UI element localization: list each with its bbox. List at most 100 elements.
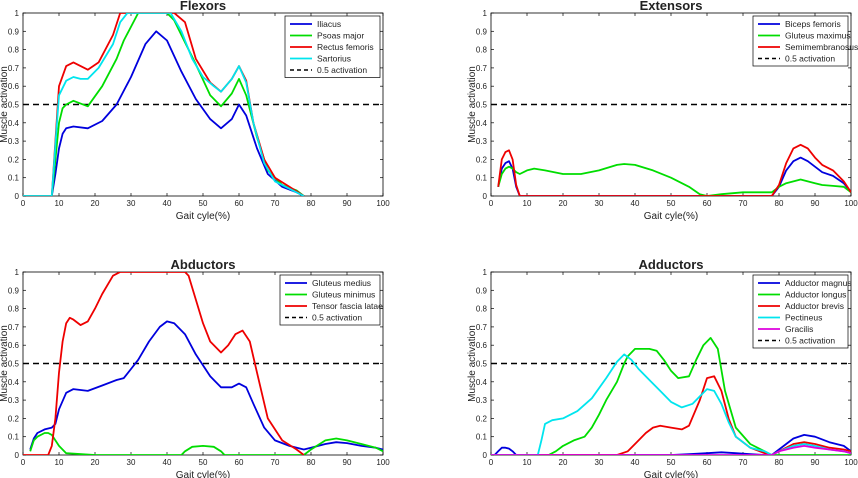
series-line-biceps-femoris xyxy=(497,156,851,196)
x-tick-label: 100 xyxy=(844,458,858,467)
x-tick-label: 80 xyxy=(307,458,316,467)
x-tick-label: 20 xyxy=(91,458,100,467)
legend-label: Sartorius xyxy=(317,54,351,64)
series-line-tensor-fascia-latae xyxy=(23,272,305,455)
y-tick-label: 0 xyxy=(483,451,488,460)
y-tick-label: 0.4 xyxy=(8,378,20,387)
x-tick-label: 20 xyxy=(559,458,568,467)
x-tick-label: 90 xyxy=(343,458,352,467)
x-tick-label: 40 xyxy=(631,199,640,208)
y-tick-label: 0.6 xyxy=(476,341,488,350)
x-tick-label: 80 xyxy=(307,199,316,208)
legend-label: Biceps femoris xyxy=(785,19,841,29)
x-axis-label: Gait cyle(%) xyxy=(176,211,230,222)
chart-title: Flexors xyxy=(180,0,226,13)
x-tick-label: 40 xyxy=(163,199,172,208)
y-tick-label: 0.9 xyxy=(8,286,20,295)
x-tick-label: 90 xyxy=(811,199,820,208)
legend-label: Semimembranosus xyxy=(785,42,858,52)
chart-title: Adductors xyxy=(639,257,704,272)
x-tick-label: 30 xyxy=(127,199,136,208)
legend-label: Rectus femoris xyxy=(317,42,374,52)
series-line-adductor-longus xyxy=(491,336,851,455)
x-tick-label: 40 xyxy=(163,458,172,467)
y-tick-label: 0.7 xyxy=(476,323,488,332)
legend-label: Adductor brevis xyxy=(785,301,844,311)
x-tick-label: 30 xyxy=(127,458,136,467)
y-tick-label: 0.8 xyxy=(8,46,20,55)
x-tick-label: 50 xyxy=(199,199,208,208)
y-tick-label: 0.8 xyxy=(476,46,488,55)
y-tick-label: 0.5 xyxy=(476,101,488,110)
y-tick-label: 0.7 xyxy=(8,323,20,332)
x-tick-label: 20 xyxy=(559,199,568,208)
y-tick-label: 1 xyxy=(15,9,20,18)
legend-label: Pectineus xyxy=(785,313,822,323)
x-tick-label: 60 xyxy=(703,458,712,467)
series-line-iliacus xyxy=(23,30,305,196)
y-tick-label: 0.3 xyxy=(476,396,488,405)
y-tick-label: 0.3 xyxy=(8,137,20,146)
x-tick-label: 100 xyxy=(376,458,390,467)
y-tick-label: 0.7 xyxy=(8,64,20,73)
x-tick-label: 50 xyxy=(667,199,676,208)
x-tick-label: 90 xyxy=(811,458,820,467)
legend-label: Adductor longus xyxy=(785,290,846,300)
legend: Biceps femoris Gluteus maximusSemimembran… xyxy=(752,15,858,67)
x-tick-label: 50 xyxy=(667,458,676,467)
x-tick-label: 70 xyxy=(271,458,280,467)
y-tick-label: 0.1 xyxy=(476,433,488,442)
legend-label: Tensor fascia latae xyxy=(312,301,383,311)
x-tick-label: 0 xyxy=(489,458,494,467)
x-tick-label: 80 xyxy=(775,199,784,208)
y-tick-label: 0.6 xyxy=(8,341,20,350)
chart-panel-adductors: Adductors 0 10 20 30 40 50 60 70 80 90 100 0 0.1 0.2 0.… xyxy=(467,257,858,478)
x-tick-label: 40 xyxy=(631,458,640,467)
legend-label: 0.5 activation xyxy=(317,65,367,75)
legend-label: Gracilis xyxy=(785,324,813,334)
legend-label: Gluteus medius xyxy=(312,278,371,288)
y-tick-label: 1 xyxy=(15,268,20,277)
y-tick-label: 0.1 xyxy=(8,174,20,183)
y-tick-label: 0.1 xyxy=(476,174,488,183)
y-tick-label: 0.8 xyxy=(476,305,488,314)
x-tick-label: 0 xyxy=(21,458,26,467)
chart-panel-flexors: Flexors 0 10 20 30 40 50 60 70 80 90 100 0 0.1 0.2 0.3 0… xyxy=(0,0,390,222)
x-tick-label: 70 xyxy=(739,199,748,208)
legend-label: 0.5 activation xyxy=(785,336,835,346)
x-tick-label: 20 xyxy=(91,199,100,208)
x-tick-label: 10 xyxy=(55,199,64,208)
series-line-adductor-magnus xyxy=(493,433,851,455)
x-tick-label: 10 xyxy=(523,199,532,208)
x-tick-label: 60 xyxy=(703,199,712,208)
x-tick-label: 60 xyxy=(235,458,244,467)
y-tick-label: 0.3 xyxy=(8,396,20,405)
x-tick-label: 30 xyxy=(595,199,604,208)
legend-label: 0.5 activation xyxy=(312,313,362,323)
chart-title: Abductors xyxy=(171,257,236,272)
y-tick-label: 0.9 xyxy=(476,286,488,295)
x-tick-label: 90 xyxy=(343,199,352,208)
x-tick-label: 0 xyxy=(489,199,494,208)
chart-title: Extensors xyxy=(640,0,703,13)
x-tick-label: 10 xyxy=(55,458,64,467)
y-tick-label: 0.2 xyxy=(8,155,20,164)
y-tick-label: 0.8 xyxy=(8,305,20,314)
y-axis-label: Muscle activation xyxy=(467,325,478,402)
y-tick-label: 0.5 xyxy=(8,360,20,369)
legend-label: Iliacus xyxy=(317,19,341,29)
legend-label: Gluteus minimus xyxy=(312,290,375,300)
y-tick-label: 0.4 xyxy=(476,378,488,387)
x-axis-label: Gait cyle(%) xyxy=(176,470,230,478)
y-tick-label: 1 xyxy=(483,9,488,18)
y-tick-label: 0.6 xyxy=(476,82,488,91)
series-line-gracilis xyxy=(491,444,851,455)
legend-label: Adductor magnus xyxy=(785,278,852,288)
legend-label: Gluteus maximus xyxy=(785,31,851,41)
chart-panel-abductors: Abductors 0 10 20 30 40 50 60 70 80 90 100 0 0.1 0.2 0.… xyxy=(0,257,390,478)
x-tick-label: 10 xyxy=(523,458,532,467)
